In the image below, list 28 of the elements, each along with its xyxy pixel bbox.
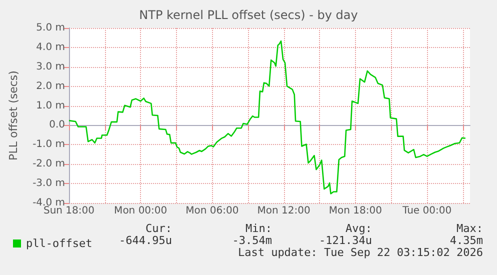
chart-title: NTP kernel PLL offset (secs) - by day [139,8,358,22]
x-tick-label: Mon 12:00 [257,206,310,216]
x-tick-label: Mon 06:00 [186,206,239,216]
y-tick-label: 5.0 m [36,22,65,34]
line-series [68,40,466,194]
text: 4.35m [450,234,484,247]
y-tick-label: 3.0 m [36,61,65,72]
text: -3.54m [232,234,272,247]
y-axis-title: PLL offset (secs) [7,70,20,160]
x-tick-label: Sun 18:00 [43,206,95,216]
y-tick-label: -3.0 m [32,178,65,190]
text: -121.34u [319,234,372,247]
text: Avg: [346,222,372,235]
text: Min: [246,222,272,235]
x-tick-label: Mon 00:00 [114,206,168,216]
text: -644.95u [119,234,172,247]
y-tick-label: 4.0 m [36,42,65,53]
y-tick-label: 2.0 m [36,80,65,92]
x-tick-label: Tue 00:00 [401,206,452,216]
x-tick-label: Mon 18:00 [328,206,382,216]
y-tick-label: 1.0 m [36,100,65,112]
y-tick-label: 0.0 [49,120,65,131]
y-tick-label: -2.0 m [32,158,65,170]
text: Last update: Tue Sep 22 03:15:02 2026 [238,246,483,259]
legend-label: pll-offset [26,237,92,250]
text: Max: [456,222,483,235]
y-tick-label: -1.0 m [32,139,65,150]
text: Cur: [146,222,172,235]
